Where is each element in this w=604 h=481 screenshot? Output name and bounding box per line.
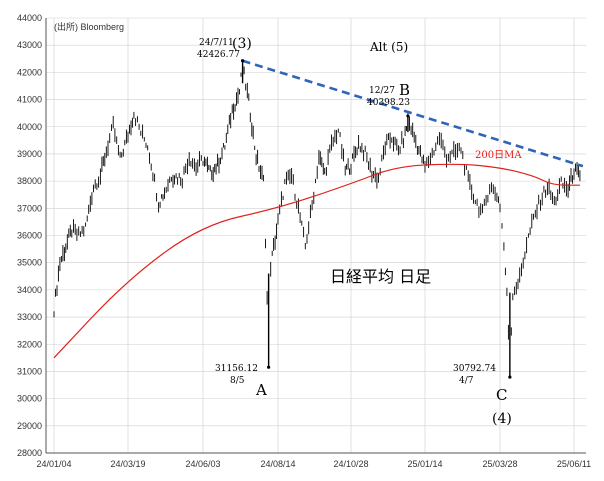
y-tick-label: 37000 bbox=[17, 203, 42, 213]
a-date-label: 8/5 bbox=[230, 376, 245, 386]
y-tick-label: 40000 bbox=[17, 122, 42, 132]
top-point-marker bbox=[240, 59, 245, 63]
chart-title: 日経平均 日足 bbox=[330, 267, 431, 286]
c-wave-number: (4) bbox=[492, 411, 512, 427]
x-tick-label: 24/06/03 bbox=[185, 459, 220, 469]
y-tick-label: 39000 bbox=[17, 149, 42, 159]
y-tick-label: 43000 bbox=[17, 40, 42, 50]
y-tick-label: 33000 bbox=[17, 312, 42, 322]
y-tick-label: 28000 bbox=[17, 448, 42, 458]
c-wave-label: C bbox=[496, 386, 507, 404]
y-tick-label: 29000 bbox=[17, 421, 42, 431]
x-tick-label: 25/03/28 bbox=[482, 459, 517, 469]
y-tick-label: 32000 bbox=[17, 339, 42, 349]
y-tick-label: 38000 bbox=[17, 176, 42, 186]
y-tick-label: 31000 bbox=[17, 366, 42, 376]
source-label: (出所) Bloomberg bbox=[54, 21, 124, 32]
y-tick-label: 44000 bbox=[17, 13, 42, 23]
top-wave-label: (3) bbox=[232, 36, 252, 52]
x-tick-label: 25/01/14 bbox=[407, 459, 442, 469]
a-point-marker bbox=[267, 365, 271, 369]
x-tick-label: 24/01/04 bbox=[36, 459, 71, 469]
a-wave-label: A bbox=[255, 381, 267, 399]
grid-lines bbox=[46, 17, 586, 454]
ma-label: 200日MA bbox=[475, 150, 522, 161]
x-tick-label: 24/03/19 bbox=[110, 459, 145, 469]
y-tick-label: 30000 bbox=[17, 394, 42, 404]
alt-wave-label: Alt (5) bbox=[369, 40, 408, 54]
y-axis: 28000 29000 30000 31000 32000 33000 34000 35000… bbox=[17, 13, 42, 458]
resistance-trendline bbox=[242, 59, 584, 168]
x-axis: 24/01/04 24/03/19 24/06/03 24/08/14 24/10/28… bbox=[36, 459, 591, 469]
b-value-label: 40398.23 bbox=[367, 98, 410, 108]
b-point-marker bbox=[406, 114, 410, 118]
c-value-label: 30792.74 bbox=[453, 364, 496, 374]
x-tick-label: 24/08/14 bbox=[260, 459, 295, 469]
c-date-label: 4/7 bbox=[459, 376, 474, 386]
y-tick-label: 35000 bbox=[17, 258, 42, 268]
top-date-label: 24/7/11 bbox=[199, 38, 234, 48]
key-points bbox=[240, 59, 512, 379]
y-tick-label: 34000 bbox=[17, 285, 42, 295]
ma-200-line bbox=[53, 163, 580, 359]
y-tick-label: 36000 bbox=[17, 231, 42, 241]
a-value-label: 31156.12 bbox=[215, 364, 258, 374]
price-series bbox=[53, 60, 581, 378]
c-point-marker bbox=[508, 375, 512, 379]
b-date-label: 12/27 bbox=[369, 86, 395, 96]
top-value-label: 42426.77 bbox=[197, 50, 240, 60]
y-tick-label: 41000 bbox=[17, 95, 42, 105]
x-tick-label: 24/10/28 bbox=[333, 459, 368, 469]
b-wave-label: B bbox=[399, 81, 410, 99]
x-tick-label: 25/06/11 bbox=[557, 459, 591, 469]
y-tick-label: 42000 bbox=[17, 67, 42, 77]
